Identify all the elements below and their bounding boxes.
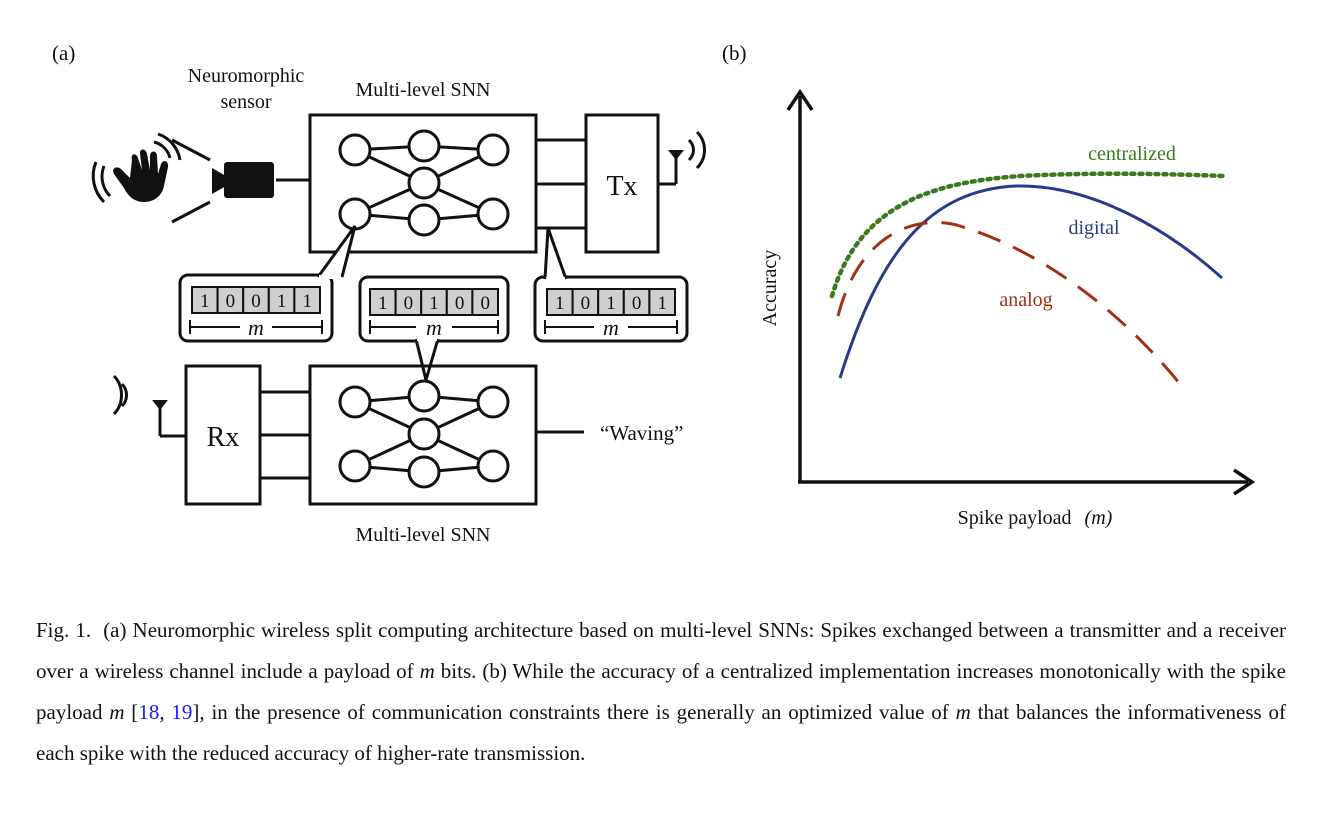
series-centralized <box>829 171 1227 299</box>
output-label: “Waving” <box>600 421 683 445</box>
citation-link-19[interactable]: 19 <box>171 700 193 724</box>
series-label-centralized: centralized <box>1088 143 1176 165</box>
x-axis-label-symbol: (m) <box>1085 507 1113 529</box>
neuron <box>476 385 510 419</box>
x-axis-label: Spike payload (m) <box>958 507 1113 529</box>
x-axis-label-text: Spike payload <box>958 507 1072 529</box>
neuron <box>338 197 372 231</box>
bit-cell <box>471 288 499 316</box>
caption-math-m: m <box>955 700 971 724</box>
neuron <box>338 385 372 419</box>
payload-symbol: m <box>426 315 442 340</box>
payload-symbol: m <box>603 315 619 340</box>
neuron <box>476 449 510 483</box>
caption-text-1: (a) Neuromorphic wireless split computin… <box>36 618 1287 683</box>
bit-cell <box>445 288 474 316</box>
bit-value: 0 <box>480 293 490 314</box>
sensor-label-line1: Neuromorphic <box>188 65 305 87</box>
rx-label: Rx <box>207 422 240 453</box>
neuron <box>407 129 441 163</box>
series-digital <box>838 184 1224 379</box>
waving-hand-icon <box>91 132 182 204</box>
snn-top <box>308 113 538 254</box>
payload-symbol: m <box>248 315 264 340</box>
neuron <box>476 133 510 167</box>
neuron <box>407 417 441 451</box>
caption-text-3: [ <box>124 700 139 724</box>
bit-value: 0 <box>251 291 261 312</box>
bit-value: 1 <box>378 293 388 314</box>
x-axis <box>798 468 1256 496</box>
tx-label: Tx <box>606 171 637 202</box>
snn-bottom-label: Multi-level SNN <box>356 524 491 546</box>
panel-b: (b) Accuracy Spike payload (m) centraliz… <box>722 41 1256 529</box>
bit-cell <box>648 288 677 316</box>
bit-cell <box>394 288 423 316</box>
series-label-digital: digital <box>1068 217 1120 239</box>
figure-1: (a) Neuromorphic sensor Multi-level SNN <box>52 41 1256 546</box>
panel-b-label: (b) <box>722 41 747 65</box>
bit-cell <box>267 286 296 314</box>
neuron <box>407 203 441 237</box>
bit-value: 1 <box>555 293 565 314</box>
figure-caption: Fig. 1. (a) Neuromorphic wireless split … <box>36 610 1286 774</box>
bit-value: 0 <box>581 293 591 314</box>
neuron <box>338 133 372 167</box>
caption-math-m: m <box>419 659 435 683</box>
neuron <box>338 449 372 483</box>
neuron <box>476 197 510 231</box>
bit-value: 0 <box>632 293 642 314</box>
series-label-analog: analog <box>999 289 1052 311</box>
bit-cell <box>242 286 270 314</box>
bit-value: 0 <box>404 293 414 314</box>
panel-a-label: (a) <box>52 41 75 65</box>
caption-text-6: that balances the informativeness of eac… <box>36 700 1287 765</box>
bit-value: 0 <box>226 291 236 312</box>
bit-cell <box>293 286 321 314</box>
bit-cell <box>597 288 625 316</box>
series-analog <box>836 221 1182 385</box>
bit-cell <box>369 288 397 316</box>
tx-antenna-icon <box>658 130 706 186</box>
caption-text-2: bits. (b) While the accuracy of a centra… <box>36 659 1286 724</box>
bit-value: 1 <box>657 293 667 314</box>
neuron <box>407 379 441 413</box>
bit-cell <box>571 288 600 316</box>
caption-prefix: Fig. 1. <box>36 618 92 642</box>
bit-value: 1 <box>200 291 210 312</box>
bit-value: 1 <box>606 293 616 314</box>
caption-math-m: m <box>109 700 125 724</box>
citation-link-18[interactable]: 18 <box>138 700 160 724</box>
caption-text-4: , <box>159 700 172 724</box>
neuron <box>407 455 441 489</box>
snn-top-label: Multi-level SNN <box>356 79 491 101</box>
snn-bottom <box>308 364 538 506</box>
bit-value: 1 <box>277 291 287 312</box>
y-axis <box>786 88 814 482</box>
rx-antenna-icon <box>112 374 186 438</box>
camera-icon <box>212 162 274 198</box>
bit-value: 1 <box>302 291 312 312</box>
caption-text-5: ], in the presence of communication cons… <box>192 700 956 724</box>
bit-value: 1 <box>429 293 439 314</box>
sensor-label-line2: sensor <box>220 91 271 113</box>
bit-value: 0 <box>455 293 465 314</box>
y-axis-label: Accuracy <box>759 250 781 327</box>
neuron <box>407 166 441 200</box>
panel-a: (a) Neuromorphic sensor Multi-level SNN <box>52 41 706 546</box>
